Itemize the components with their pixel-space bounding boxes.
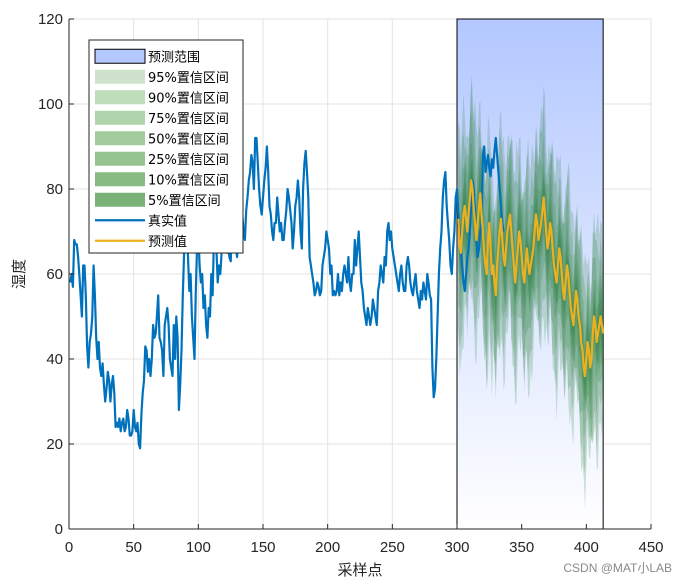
confidence-band — [458, 81, 604, 474]
y-tick-label: 120 — [38, 11, 63, 28]
x-tick-label: 400 — [574, 539, 599, 556]
confidence-band — [458, 142, 604, 420]
y-tick-label: 80 — [46, 181, 63, 198]
legend-label: 真实值 — [148, 213, 187, 229]
x-tick-label: 300 — [444, 539, 469, 556]
x-tick-label: 100 — [186, 539, 211, 556]
confidence-band — [458, 165, 604, 400]
legend-label: 预测范围 — [148, 50, 200, 65]
x-axis-label: 采样点 — [337, 561, 382, 579]
legend-label: 50%置信区间 — [148, 132, 229, 147]
x-tick-label: 350 — [509, 539, 534, 556]
series-line — [69, 136, 505, 450]
legend-label: 5%置信区间 — [148, 194, 221, 209]
legend-swatch — [95, 110, 145, 125]
y-tick-label: 60 — [46, 266, 63, 283]
confidence-band — [458, 158, 604, 406]
legend-swatch — [95, 172, 145, 187]
confidence-band — [458, 74, 604, 512]
series-line — [457, 179, 605, 378]
series-lines — [69, 136, 605, 450]
y-tick-label: 100 — [38, 96, 63, 113]
y-tick-label: 20 — [46, 436, 63, 453]
axes: 0 50 100 150 200 250 300 350 400 450 0 20 40 60 80 100 1… — [38, 11, 664, 556]
legend-swatch — [95, 151, 145, 166]
legend-swatch — [95, 69, 145, 84]
watermark: CSDN @MAT小LAB — [563, 561, 672, 575]
x-tick-label: 450 — [638, 539, 663, 556]
y-tick-label: 0 — [55, 521, 63, 538]
x-tick-label: 250 — [380, 539, 405, 556]
confidence-band — [458, 110, 604, 442]
legend-swatch — [94, 48, 146, 64]
x-tick-label: 200 — [315, 539, 340, 556]
y-tick-label: 40 — [46, 351, 63, 368]
x-tick-label: 50 — [125, 539, 142, 556]
x-tick-label: 0 — [65, 539, 73, 556]
legend-label: 90%置信区间 — [148, 91, 229, 106]
legend: 预测范围 95%置信区间 90%置信区间 75%置信区间 50%置信区间 25%置信区间 1… — [88, 39, 244, 254]
x-tick-label: 150 — [250, 539, 275, 556]
legend-label: 25%置信区间 — [148, 153, 229, 168]
legend-swatch — [95, 90, 145, 105]
legend-label: 10%置信区间 — [148, 173, 229, 188]
legend-label: 预测值 — [148, 234, 187, 250]
legend-label: 75%置信区间 — [148, 112, 229, 127]
legend-swatch — [95, 192, 145, 207]
y-axis-label: 湿度 — [10, 259, 28, 289]
legend-label: 95%置信区间 — [148, 71, 229, 86]
legend-swatch — [95, 131, 145, 146]
